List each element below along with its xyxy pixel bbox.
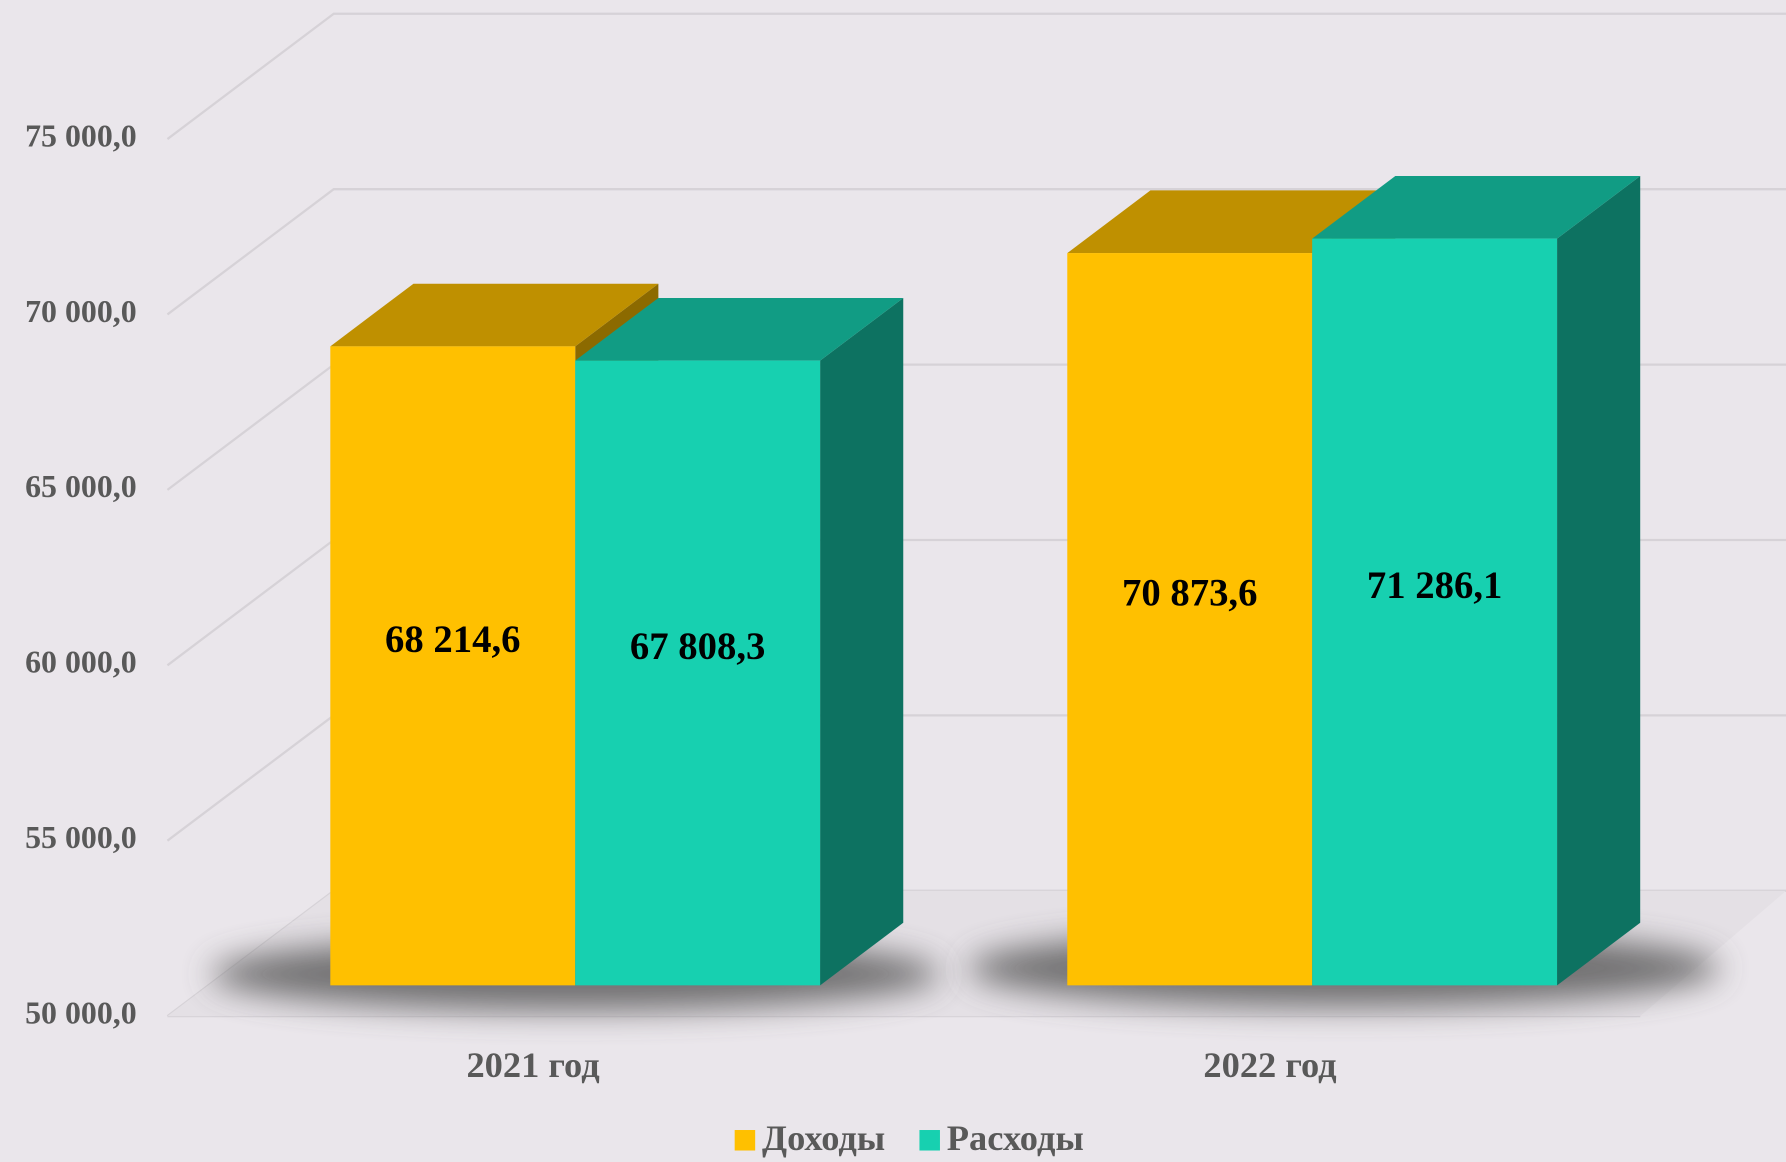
bar: [575, 297, 904, 986]
bar-side: [820, 297, 904, 986]
data-label: 71 286,1: [1367, 564, 1503, 607]
bar-front: [575, 360, 821, 986]
y-tick-label: 65 000,0: [25, 469, 137, 504]
bars: [330, 175, 1641, 986]
y-tick-label: 60 000,0: [25, 645, 137, 680]
bar-top: [1067, 190, 1396, 254]
y-tick-label: 50 000,0: [25, 995, 137, 1030]
legend-swatch: [734, 1130, 756, 1151]
legend-label: Расходы: [947, 1118, 1084, 1158]
labels: 50 000,0 55 000,0 60 000,0 65 000,0 70 000,0…: [25, 118, 1502, 1157]
x-tick-label: 2021 год: [466, 1045, 600, 1085]
grid-line: [166, 12, 1786, 140]
y-tick-label: 55 000,0: [25, 820, 137, 855]
y-tick-label: 70 000,0: [25, 294, 137, 329]
y-tick-label: 75 000,0: [25, 118, 137, 153]
bar-front: [1312, 238, 1558, 986]
bar-top: [575, 297, 904, 361]
bar-front: [1067, 253, 1313, 986]
data-label: 67 808,3: [630, 625, 766, 668]
bar-top: [1312, 175, 1641, 239]
legend-swatch: [919, 1130, 940, 1151]
legend-label: Доходы: [762, 1118, 885, 1158]
bar-side: [1557, 175, 1641, 986]
bar: [1312, 175, 1641, 986]
bar-front: [330, 346, 576, 986]
x-tick-label: 2022 год: [1203, 1045, 1337, 1085]
data-label: 70 873,6: [1122, 571, 1258, 614]
bar-top: [330, 283, 659, 347]
grid-line: [166, 188, 1786, 316]
data-label: 68 214,6: [385, 618, 521, 661]
